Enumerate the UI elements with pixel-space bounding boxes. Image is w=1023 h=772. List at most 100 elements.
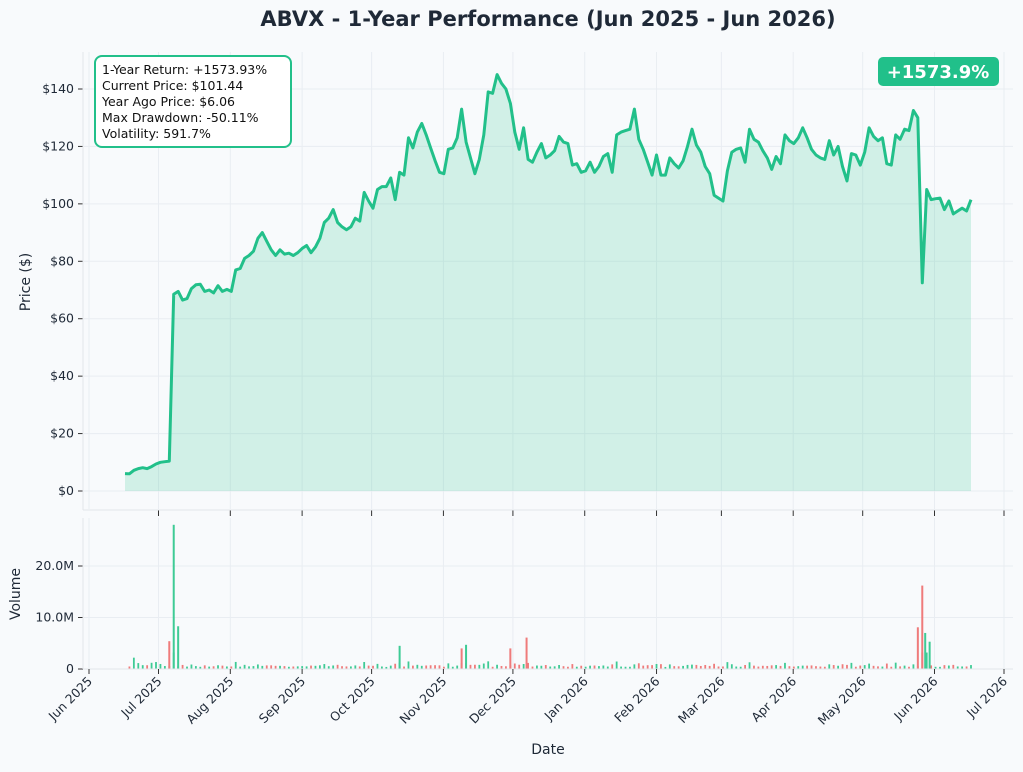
volume-bar [761,665,764,669]
volume-bar [403,666,405,669]
price-panel: $0 $20 $40 $60 $80 $100 $120 $140 Price ($) 1-Y… [18,52,1013,516]
volume-bar [407,661,410,669]
stats-year-ago-price: Year Ago Price: $6.06 [101,94,235,109]
volume-bar [354,665,357,669]
volume-bar [208,666,211,669]
volume-bar [646,665,649,669]
volume-bar [571,664,574,669]
volume-bar [549,666,552,669]
volume-bar [155,662,157,669]
volume-bar [863,665,866,669]
volume-bar [279,665,281,669]
volume-bar [642,665,645,669]
volume-bar [332,665,335,669]
volume-bar [930,665,933,669]
volume-bar [345,666,348,669]
volume-bar [797,666,800,669]
price-y-tick-label: $60 [50,311,74,326]
volume-bar [806,665,809,669]
x-tick-label: May 2026 [815,673,869,727]
volume-bar [425,665,428,669]
volume-bar [823,666,826,669]
volume-bar [722,666,724,669]
volume-bar [660,664,662,669]
volume-bar [181,664,184,669]
x-tick-label: Dec 2025 [466,674,519,727]
volume-bar [505,666,507,669]
volume-bar [221,665,224,669]
volume-bar [385,666,388,669]
volume-bar [270,665,273,669]
volume-bar [655,663,658,669]
volume-bar [341,666,343,669]
volume-bar [469,664,472,669]
volume-bar [903,665,906,669]
volume-bar [713,663,715,669]
volume-bar [584,666,587,669]
volume-bar [708,665,711,669]
volume-bar [372,665,374,669]
volume-spike-bar [460,648,463,669]
volume-bar [190,664,193,669]
volume-bar [753,665,755,669]
volume-bar [934,666,937,669]
stats-current-price: Current Price: $101.44 [102,78,243,93]
price-y-tick-label: $140 [42,81,74,96]
volume-spike-bar [465,644,468,669]
x-tick-label: Jul 2025 [117,674,164,721]
volume-bar [668,664,671,669]
price-y-tick-label: $20 [50,426,74,441]
volume-spike-bar [172,524,175,669]
price-y-tick-label: $100 [42,196,74,211]
volume-bar [801,665,804,669]
price-y-axis: $0 $20 $40 $60 $80 $100 $120 $140 [42,81,83,498]
x-tick-label: Feb 2026 [611,673,663,725]
volume-bar [695,664,698,669]
volume-bar [367,665,370,669]
volume-bar [287,666,290,669]
volume-bar [349,666,352,669]
price-y-tick-label: $0 [58,483,74,498]
volume-bar [518,664,521,669]
volume-bar [943,665,946,669]
volume-bars [128,524,972,669]
volume-bar [912,664,915,669]
volume-bar [792,666,795,669]
volume-bar [558,664,560,669]
volume-bar [899,666,902,669]
volume-bar [602,665,605,669]
stats-max-drawdown: Max Drawdown: -50.11% [102,110,259,125]
volume-bar [615,661,618,669]
volume-bar [420,665,423,669]
volume-bar [673,666,676,669]
volume-bar [770,665,773,669]
volume-bar [890,666,893,669]
volume-bar [744,665,747,669]
volume-bar [482,663,485,669]
volume-bar [651,665,653,669]
volume-y-axis: 0 10.0M 20.0M [35,558,83,676]
volume-y-label: Volume [8,568,24,620]
volume-bar [447,663,450,669]
volume-bar [699,665,702,669]
volume-bar [939,666,941,669]
volume-bar [230,666,233,669]
volume-bar [225,666,228,669]
volume-bar [531,666,534,669]
volume-bar [163,666,166,669]
volume-bar [491,666,494,669]
volume-bar [739,666,742,669]
volume-bar [381,666,383,669]
volume-bar [203,665,206,669]
volume-y-tick-label: 10.0M [35,610,74,625]
volume-bar [527,662,529,669]
volume-spike-bar [924,632,927,669]
volume-y-tick-label: 20.0M [35,558,74,573]
chart-title: ABVX - 1-Year Performance (Jun 2025 - Ju… [260,7,835,31]
stats-box-frame [94,55,292,148]
volume-spike-bar [398,645,401,669]
volume-bar [132,657,135,669]
volume-bar [261,665,264,669]
volume-bar [868,663,871,669]
